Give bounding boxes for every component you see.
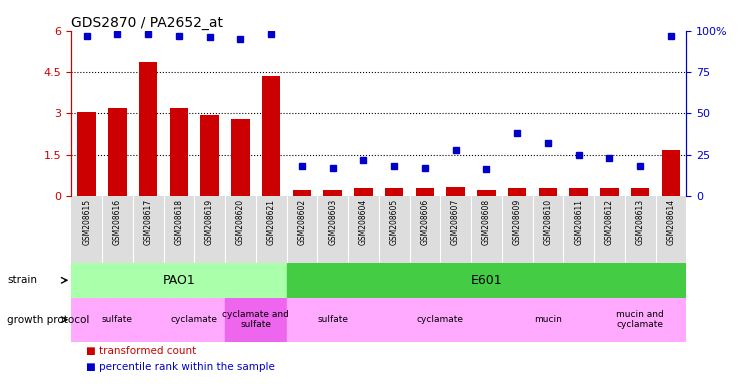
Bar	[477, 190, 496, 196]
Text: GSM208616: GSM208616	[112, 199, 122, 245]
Bar	[286, 298, 379, 342]
Text: GSM208604: GSM208604	[358, 199, 368, 245]
Text: ■ percentile rank within the sample: ■ percentile rank within the sample	[86, 362, 275, 372]
Bar	[323, 190, 342, 196]
Text: strain: strain	[8, 275, 38, 285]
Bar	[379, 298, 502, 342]
Text: GSM208608: GSM208608	[482, 199, 490, 245]
Bar	[292, 190, 311, 196]
Bar	[662, 151, 680, 196]
Bar	[170, 108, 188, 196]
Bar	[286, 263, 686, 298]
Text: E601: E601	[470, 274, 502, 287]
Text: GSM208620: GSM208620	[236, 199, 244, 245]
Bar	[225, 298, 286, 342]
Bar	[538, 188, 557, 196]
Text: mucin: mucin	[534, 315, 562, 324]
Text: GSM208614: GSM208614	[666, 199, 675, 245]
Text: GSM208611: GSM208611	[574, 199, 584, 245]
Bar	[416, 189, 434, 196]
Text: sulfate: sulfate	[102, 315, 133, 324]
Text: GSM208610: GSM208610	[543, 199, 552, 245]
Text: GSM208612: GSM208612	[604, 199, 613, 245]
Text: sulfate: sulfate	[317, 315, 348, 324]
Text: GSM208606: GSM208606	[420, 199, 429, 245]
Text: GSM208605: GSM208605	[390, 199, 399, 245]
Bar	[594, 298, 686, 342]
Text: cyclamate: cyclamate	[171, 315, 217, 324]
Text: GSM208603: GSM208603	[328, 199, 338, 245]
Text: GSM208618: GSM208618	[174, 199, 183, 245]
Bar	[354, 188, 373, 196]
Bar	[71, 263, 286, 298]
Text: GSM208607: GSM208607	[452, 199, 460, 245]
Bar	[502, 298, 594, 342]
Text: PAO1: PAO1	[163, 274, 195, 287]
Bar	[164, 298, 225, 342]
Text: ■ transformed count: ■ transformed count	[86, 346, 196, 356]
Text: GSM208617: GSM208617	[144, 199, 153, 245]
Text: mucin and
cyclamate: mucin and cyclamate	[616, 310, 664, 329]
Text: GSM208609: GSM208609	[513, 199, 522, 245]
Text: cyclamate: cyclamate	[417, 315, 464, 324]
Text: cyclamate and
sulfate: cyclamate and sulfate	[222, 310, 290, 329]
Text: GSM208615: GSM208615	[82, 199, 92, 245]
Bar	[139, 62, 158, 196]
Bar	[631, 189, 650, 196]
Text: GSM208613: GSM208613	[635, 199, 644, 245]
Bar	[71, 298, 164, 342]
Bar	[200, 115, 219, 196]
Bar	[385, 188, 404, 196]
Bar	[508, 189, 526, 196]
Bar	[262, 76, 280, 196]
Text: GSM208602: GSM208602	[297, 199, 306, 245]
Text: GSM208621: GSM208621	[267, 199, 276, 245]
Bar	[600, 189, 619, 196]
Text: GSM208619: GSM208619	[205, 199, 214, 245]
Bar	[446, 187, 465, 196]
Bar	[569, 188, 588, 196]
Bar	[108, 108, 127, 196]
Text: growth protocol: growth protocol	[8, 314, 90, 325]
Bar	[77, 112, 96, 196]
Bar	[231, 119, 250, 196]
Text: GDS2870 / PA2652_at: GDS2870 / PA2652_at	[71, 16, 224, 30]
